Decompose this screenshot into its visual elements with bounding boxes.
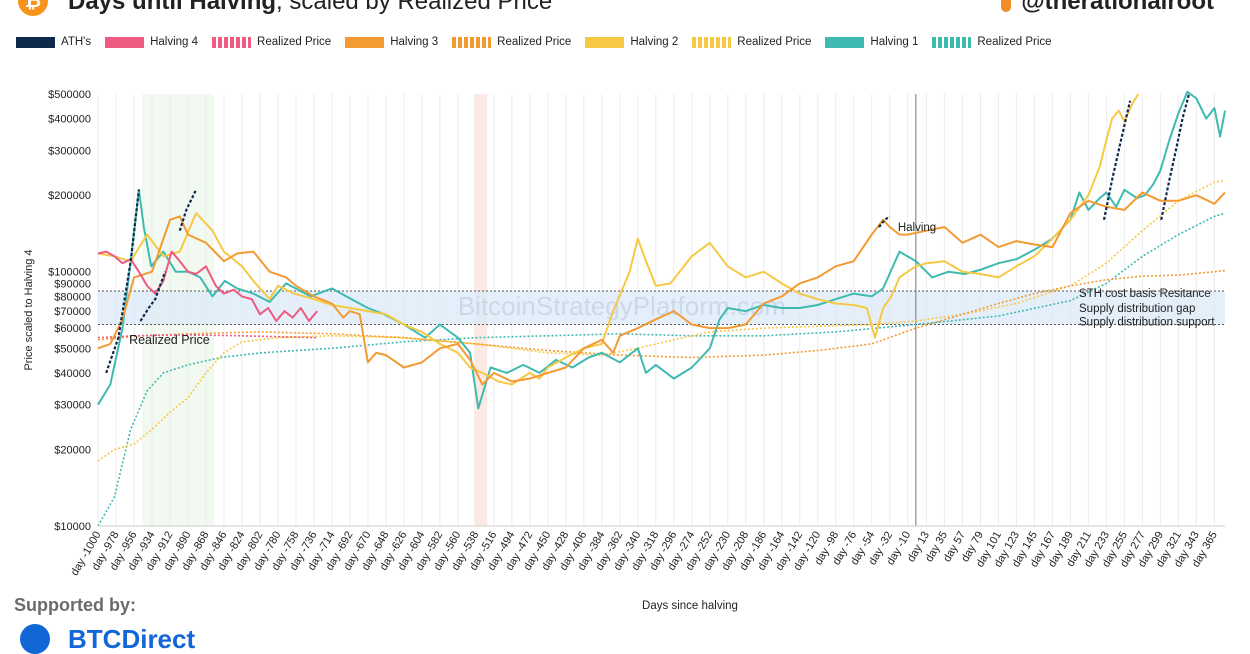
title-bold: Days until Halving xyxy=(68,0,277,15)
btcdirect-logo: BTCDirect xyxy=(20,624,195,654)
legend-item[interactable]: Halving 4 xyxy=(105,36,198,48)
y-tick-label: $40000 xyxy=(54,368,91,380)
btcdirect-wordmark: BTCDirect xyxy=(68,624,195,654)
legend-item[interactable]: Halving 2 xyxy=(585,36,678,48)
y-tick-label: $70000 xyxy=(54,306,91,318)
ath-segment xyxy=(139,271,167,322)
series-line xyxy=(97,191,1226,386)
author: @therationalroot xyxy=(1001,0,1214,16)
y-tick-label: $200000 xyxy=(48,190,91,202)
ath-segment xyxy=(1102,100,1132,221)
y-tick-label: $50000 xyxy=(54,343,91,355)
legend-label: Realized Price xyxy=(257,36,332,48)
legend-label: Halving 2 xyxy=(630,36,679,48)
legend: ATH's Halving 4 Realized Price Halving 3 Rea… xyxy=(16,36,1066,52)
legend-swatch xyxy=(452,36,492,48)
btcdirect-icon xyxy=(20,624,50,654)
legend-swatch xyxy=(345,36,385,48)
legend-swatch xyxy=(692,36,732,48)
legend-swatch xyxy=(212,36,252,48)
y-tick-label: $500000 xyxy=(48,89,91,101)
series-line xyxy=(97,250,318,322)
legend-swatch xyxy=(16,36,55,48)
bitcoin-logo-icon: ₿ xyxy=(18,0,48,16)
y-tick-label: $80000 xyxy=(54,291,91,303)
x-axis-label: Days since halving xyxy=(642,600,738,612)
legend-label: Realized Price xyxy=(497,36,572,48)
author-handle: @therationalroot xyxy=(1021,0,1214,15)
y-tick-label: $30000 xyxy=(54,400,91,412)
legend-label: Realized Price xyxy=(977,36,1052,48)
realized-price-label: Realized Price xyxy=(129,333,210,347)
series-line xyxy=(97,179,1226,462)
legend-item[interactable]: Halving 1 xyxy=(825,36,918,48)
sth-label: STH cost basis Resitance xyxy=(1079,288,1211,300)
watermark: BitcoinStrategyPlatform.com xyxy=(458,291,786,321)
legend-swatch xyxy=(825,36,865,48)
y-tick-label: $400000 xyxy=(48,114,91,126)
header: ₿ Days until Halving, scaled by Realized… xyxy=(0,0,1250,16)
y-tick-label: $20000 xyxy=(54,444,91,456)
halving-label: Halving xyxy=(898,222,936,234)
legend-label: Halving 3 xyxy=(390,36,439,48)
legend-label: ATH's xyxy=(61,36,92,48)
y-tick-label: $90000 xyxy=(54,278,91,290)
series-line xyxy=(97,269,1226,359)
title-rest: , scaled by Realized Price xyxy=(276,0,553,15)
chart: BitcoinStrategyPlatform.com $500000 $40000… xyxy=(23,89,1226,578)
legend-item[interactable]: Realized Price xyxy=(212,36,331,48)
carrot-icon xyxy=(1001,0,1012,12)
legend-item[interactable]: Realized Price xyxy=(452,36,571,48)
y-tick-label: $300000 xyxy=(48,145,91,157)
sponsor-name-b: Direct xyxy=(121,624,196,654)
y-tick-label: $60000 xyxy=(54,323,91,335)
supported-by-label: Supported by: xyxy=(14,595,136,615)
legend-label: Halving 4 xyxy=(150,36,199,48)
legend-label: Halving 1 xyxy=(870,36,919,48)
chart-title: Days until Halving, scaled by Realized P… xyxy=(68,0,552,16)
series-line xyxy=(97,93,1140,386)
gap-label: Supply distribution gap xyxy=(1079,303,1195,315)
legend-swatch xyxy=(585,36,625,48)
legend-item[interactable]: Realized Price xyxy=(932,36,1052,48)
y-tick-label: $10000 xyxy=(54,521,91,533)
legend-label: Realized Price xyxy=(737,36,812,48)
legend-swatch xyxy=(932,36,972,48)
y-tick-label: $100000 xyxy=(48,267,91,279)
y-axis-label: Price scaled to Halving 4 xyxy=(23,249,35,370)
sponsor-name-a: BTC xyxy=(68,624,122,654)
ath-segment xyxy=(105,189,140,374)
ath-segment xyxy=(178,189,198,232)
legend-item[interactable]: ATH's xyxy=(16,36,91,48)
legend-item[interactable]: Halving 3 xyxy=(345,36,438,48)
legend-item[interactable]: Realized Price xyxy=(692,36,811,48)
series-line xyxy=(97,90,1226,410)
ath-segment xyxy=(1160,93,1191,221)
series-line xyxy=(97,334,318,339)
support-label: Supply distribution support xyxy=(1079,317,1215,329)
legend-swatch xyxy=(105,36,145,48)
